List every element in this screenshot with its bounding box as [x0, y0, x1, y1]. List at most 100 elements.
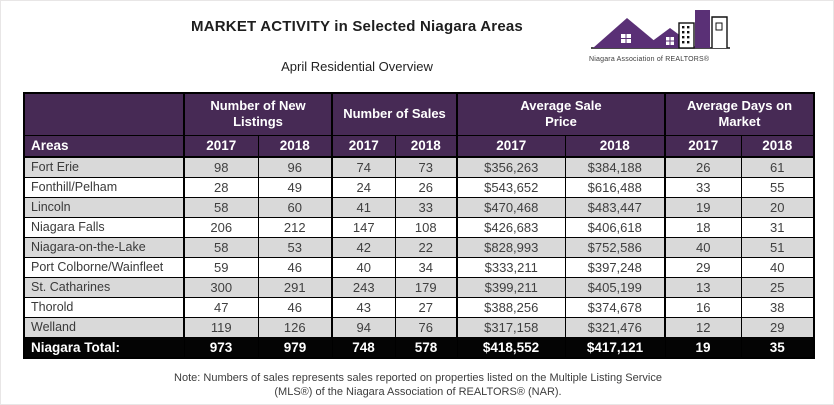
logo-house-large	[593, 18, 663, 48]
value-cell: $426,683	[456, 216, 566, 238]
value-cell: 24	[331, 176, 396, 198]
value-cell: 26	[394, 176, 458, 198]
table-row-welland: Welland 119 126 94 76 $317,158 $321,476 …	[23, 316, 815, 338]
value-cell: 29	[740, 316, 815, 338]
value-cell: 28	[183, 176, 259, 198]
table-row-niagara-on-the-lake: Niagara-on-the-Lake 58 53 42 22 $828,993…	[23, 236, 815, 258]
value-cell: 13	[664, 276, 742, 298]
value-cell: 25	[740, 276, 815, 298]
value-cell: 58	[183, 196, 259, 218]
value-cell: 212	[257, 216, 333, 238]
value-cell: 43	[331, 296, 396, 318]
value-cell: 94	[331, 316, 396, 338]
market-activity-table: Number of New Listings Number of Sales A…	[23, 92, 816, 359]
value-cell: $333,211	[456, 256, 566, 278]
value-cell: 29	[664, 256, 742, 278]
value-cell: 61	[740, 156, 815, 178]
value-cell: $543,652	[456, 176, 566, 198]
value-cell: 49	[257, 176, 333, 198]
value-cell: 31	[740, 216, 815, 238]
value-cell: 300	[183, 276, 259, 298]
value-cell: 76	[394, 316, 458, 338]
area-cell: Welland	[23, 316, 185, 338]
col-group-average-sale-price: Average Sale Price	[456, 92, 666, 136]
value-cell: 16	[664, 296, 742, 318]
value-cell: 19	[664, 196, 742, 218]
year-header: 2018	[394, 134, 458, 158]
value-cell: 38	[740, 296, 815, 318]
total-value-cell: 973	[183, 336, 259, 359]
value-cell: $483,447	[564, 196, 666, 218]
footnote-line-1: Note: Numbers of sales represents sales …	[174, 372, 662, 384]
area-cell: Thorold	[23, 296, 185, 318]
table-row-fort-erie: Fort Erie 98 96 74 73 $356,263 $384,188 …	[23, 156, 815, 178]
value-cell: 74	[331, 156, 396, 178]
value-cell: 40	[740, 256, 815, 278]
value-cell: $405,199	[564, 276, 666, 298]
area-cell: St. Catharines	[23, 276, 185, 298]
value-cell: $470,468	[456, 196, 566, 218]
value-cell: 22	[394, 236, 458, 258]
title-block: MARKET ACTIVITY in Selected Niagara Area…	[1, 18, 713, 35]
footnote: Note: Numbers of sales represents sales …	[23, 372, 813, 399]
value-cell: 33	[394, 196, 458, 218]
value-cell: 20	[740, 196, 815, 218]
table-row-port-colborne-wainfleet: Port Colborne/Wainfleet 59 46 40 34 $333…	[23, 256, 815, 278]
value-cell: 47	[183, 296, 259, 318]
page-title: MARKET ACTIVITY in Selected Niagara Area…	[191, 18, 523, 35]
area-cell: Fonthill/Pelham	[23, 176, 185, 198]
value-cell: 58	[183, 236, 259, 258]
nar-logo-caption: Niagara Association of REALTORS®	[589, 56, 710, 63]
table-group-header-row: Number of New Listings Number of Sales A…	[23, 92, 815, 136]
value-cell: 96	[257, 156, 333, 178]
value-cell: 73	[394, 156, 458, 178]
value-cell: 27	[394, 296, 458, 318]
value-cell: 46	[257, 296, 333, 318]
total-value-cell: $418,552	[456, 336, 566, 359]
value-cell: 60	[257, 196, 333, 218]
value-cell: 147	[331, 216, 396, 238]
area-cell: Niagara-on-the-Lake	[23, 236, 185, 258]
nar-logo: Niagara Association of REALTORS®	[589, 8, 745, 63]
value-cell: 40	[664, 236, 742, 258]
value-cell: $397,248	[564, 256, 666, 278]
value-cell: 46	[257, 256, 333, 278]
value-cell: 18	[664, 216, 742, 238]
value-cell: $321,476	[564, 316, 666, 338]
year-header: 2017	[456, 134, 566, 158]
table-row-lincoln: Lincoln 58 60 41 33 $470,468 $483,447 19…	[23, 196, 815, 218]
total-value-cell: 748	[331, 336, 396, 359]
total-label-cell: Niagara Total:	[23, 336, 185, 359]
value-cell: $384,188	[564, 156, 666, 178]
value-cell: 33	[664, 176, 742, 198]
value-cell: 291	[257, 276, 333, 298]
table-row-fonthill-pelham: Fonthill/Pelham 28 49 24 26 $543,652 $61…	[23, 176, 815, 198]
value-cell: 41	[331, 196, 396, 218]
total-value-cell: 979	[257, 336, 333, 359]
col-group-new-listings: Number of New Listings	[183, 92, 333, 136]
value-cell: $828,993	[456, 236, 566, 258]
table-row-niagara-falls: Niagara Falls 206 212 147 108 $426,683 $…	[23, 216, 815, 238]
total-value-cell: $417,121	[564, 336, 666, 359]
value-cell: 26	[664, 156, 742, 178]
year-header: 2018	[564, 134, 666, 158]
total-value-cell: 578	[394, 336, 458, 359]
value-cell: $317,158	[456, 316, 566, 338]
value-cell: $616,488	[564, 176, 666, 198]
value-cell: $752,586	[564, 236, 666, 258]
value-cell: 98	[183, 156, 259, 178]
value-cell: 59	[183, 256, 259, 278]
logo-building-outline-1	[678, 22, 695, 49]
value-cell: $374,678	[564, 296, 666, 318]
nar-logo-graphic	[591, 10, 730, 49]
value-cell: 243	[331, 276, 396, 298]
value-cell: $356,263	[456, 156, 566, 178]
value-cell: $406,618	[564, 216, 666, 238]
total-value-cell: 19	[664, 336, 742, 359]
total-value-cell: 35	[740, 336, 815, 359]
year-header: 2018	[257, 134, 333, 158]
value-cell: 108	[394, 216, 458, 238]
footnote-line-2: (MLS®) of the Niagara Association of REA…	[274, 385, 562, 398]
value-cell: 40	[331, 256, 396, 278]
